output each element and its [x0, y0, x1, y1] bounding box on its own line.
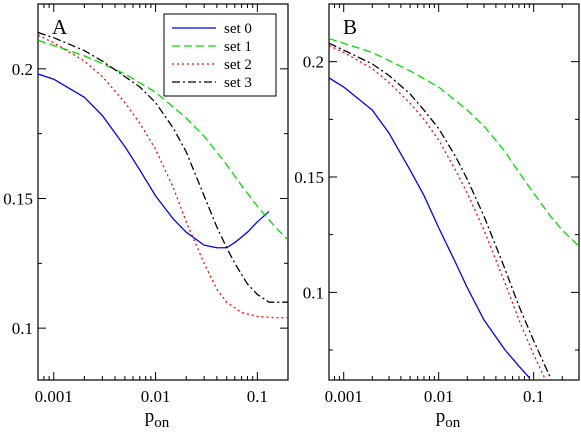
legend-box — [163, 13, 277, 97]
panel-a-x-axis-label: pon — [145, 406, 170, 428]
panel-b-label: B — [343, 15, 357, 39]
panel-a-series-set-3 — [38, 31, 288, 303]
panel-b-y-tick-label: 0.1 — [303, 283, 324, 302]
legend-label: set 1 — [224, 39, 252, 55]
panel-b-series-set-0 — [329, 77, 530, 379]
legend-label: set 2 — [224, 57, 252, 73]
panel-b-y-tick-label: 0.15 — [294, 168, 324, 187]
panel-a-x-tick-label: 0.01 — [141, 387, 171, 406]
panel-a-y-tick-label: 0.15 — [3, 189, 33, 208]
panel-b-x-axis-label: pon — [436, 406, 461, 428]
legend-label: set 0 — [224, 21, 252, 37]
panel-a-series-set-0 — [38, 73, 270, 249]
panel-a-y-tick-label: 0.2 — [12, 60, 33, 79]
panel-a-label: A — [52, 15, 68, 39]
panel-b-frame — [328, 3, 580, 381]
panel-a-y-tick-label: 0.1 — [12, 319, 33, 338]
panel-a-x-tick-label: 0.001 — [35, 387, 73, 406]
panel-a-x-tick-label: 0.1 — [247, 387, 268, 406]
panel-b-y-tick-label: 0.2 — [303, 53, 324, 72]
panel-b-x-tick-label: 0.01 — [424, 387, 454, 406]
panel-a-legend: set 0 set 1 set 2 set 3 — [163, 13, 277, 97]
panel-b-x-tick-label: 0.1 — [523, 387, 544, 406]
panel-a-series-set-2 — [38, 34, 288, 319]
panel-b-series-set-3 — [329, 42, 552, 378]
panel-b-series-set-1 — [329, 37, 579, 247]
panel-b-x-tick-label: 0.001 — [325, 387, 363, 406]
panel-a-series-set-1 — [38, 39, 288, 241]
legend-label: set 3 — [224, 75, 252, 91]
panel-b-series-set-2 — [329, 44, 546, 378]
panel-a-frame — [37, 3, 289, 381]
